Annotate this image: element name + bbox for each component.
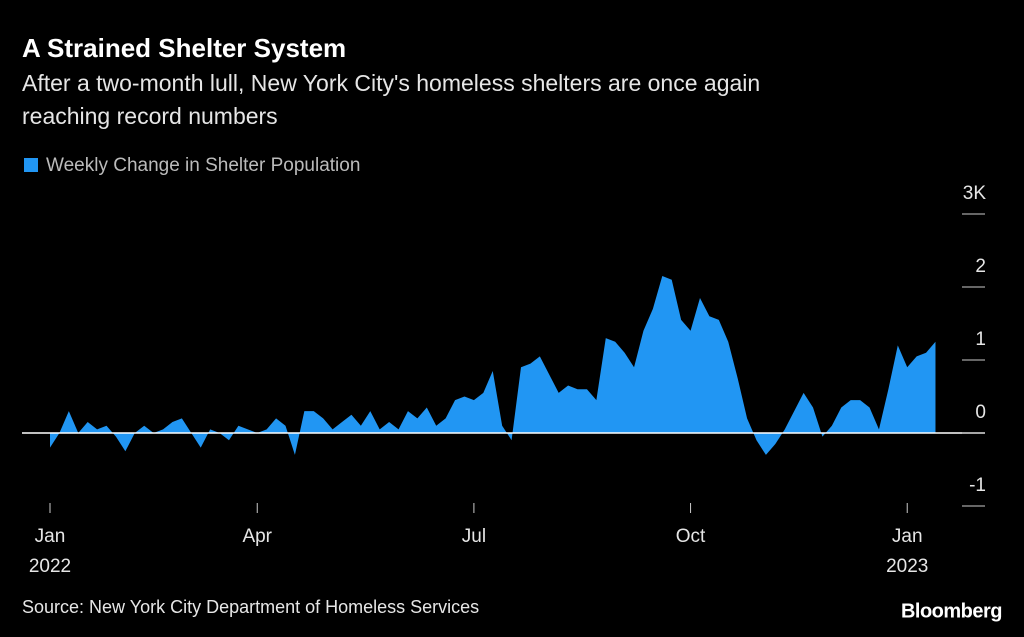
legend-label: Weekly Change in Shelter Population	[46, 155, 360, 176]
x-tick-label-line: Jan	[892, 526, 923, 547]
y-tick-label: 1	[975, 329, 986, 350]
source-note: Source: New York City Department of Home…	[22, 597, 479, 617]
x-tick-label: Oct	[676, 526, 706, 547]
x-tick-label-line: 2022	[29, 556, 71, 577]
x-tick-label: Jan 2022	[29, 526, 71, 577]
area	[50, 276, 936, 455]
x-tick-label-line: Jan	[35, 526, 66, 547]
y-tick-label: 3K	[963, 183, 987, 204]
y-tick-label: 0	[975, 402, 986, 423]
chart-subtitle: reaching record numbers	[22, 103, 278, 129]
chart-title: A Strained Shelter System	[22, 33, 346, 63]
x-tick-label: Jan 2023	[886, 526, 928, 577]
brand-logo: Bloomberg	[901, 600, 1002, 622]
y-tick-label: 2	[975, 256, 986, 277]
x-tick-label: Jul	[462, 526, 486, 547]
legend-swatch	[24, 158, 38, 172]
x-tick-label: Apr	[242, 526, 272, 547]
y-tick-label: -1	[969, 475, 986, 496]
x-tick-label-line: 2023	[886, 556, 928, 577]
chart-subtitle: After a two-month lull, New York City's …	[22, 70, 760, 96]
